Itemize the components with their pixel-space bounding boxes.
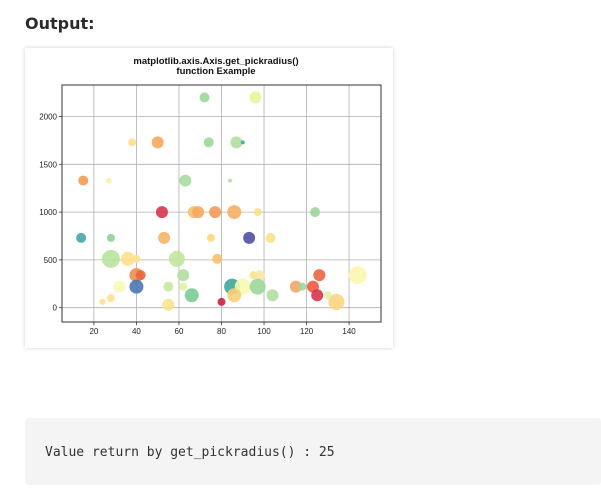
- scatter-point: [179, 174, 192, 187]
- scatter-plot: matplotlib.axis.Axis.get_pickradius() fu…: [39, 56, 382, 336]
- x-tick-label: 100: [257, 327, 271, 336]
- scatter-point: [101, 249, 120, 268]
- scatter-point: [254, 270, 265, 281]
- console-output-text: Value return by get_pickradius() : 25: [45, 445, 335, 460]
- scatter-point: [192, 206, 205, 219]
- scatter-point: [266, 289, 279, 302]
- figure-card: matplotlib.axis.Axis.get_pickradius() fu…: [25, 48, 393, 348]
- scatter-point: [99, 298, 106, 305]
- scatter-point: [348, 266, 367, 285]
- scatter-point: [120, 251, 135, 266]
- scatter-point: [212, 253, 223, 264]
- x-tick-label: 20: [89, 327, 98, 336]
- scatter-point: [243, 231, 256, 244]
- scatter-point: [249, 278, 266, 295]
- scatter-point: [113, 280, 126, 293]
- grid-lines: [62, 85, 381, 322]
- scatter-point: [310, 207, 321, 218]
- y-tick-label: 2000: [39, 113, 57, 122]
- scatter-point: [179, 282, 188, 291]
- scatter-point: [313, 269, 326, 282]
- axis-ticks: 20 40 60 80 100 120 140 0 500 1000 1500 2000: [39, 113, 356, 336]
- scatter-point: [132, 254, 141, 263]
- scatter-point: [105, 177, 112, 184]
- scatter-point: [135, 270, 146, 281]
- scatter-point: [265, 232, 276, 243]
- scatter-point: [168, 250, 185, 267]
- scatter-point: [240, 140, 245, 145]
- scatter-point: [177, 269, 190, 282]
- scatter-point: [228, 178, 233, 183]
- x-tick-label: 140: [342, 327, 356, 336]
- scatter-point: [227, 288, 242, 303]
- scatter-point: [128, 138, 137, 147]
- output-heading: Output:: [25, 14, 95, 33]
- scatter-point: [209, 206, 222, 219]
- scatter-point: [162, 298, 175, 311]
- scatter-point: [155, 206, 168, 219]
- scatter-point: [106, 233, 115, 242]
- scatter-point: [158, 231, 171, 244]
- x-tick-label: 40: [132, 327, 141, 336]
- scatter-point: [163, 281, 174, 292]
- scatter-point: [106, 294, 115, 303]
- y-tick-label: 1000: [39, 208, 57, 217]
- chart-title-line1: matplotlib.axis.Axis.get_pickradius(): [133, 56, 298, 67]
- scatter-point: [203, 137, 214, 148]
- scatter-point: [249, 91, 262, 104]
- scatter-point: [151, 136, 164, 149]
- scatter-point: [217, 297, 226, 306]
- scatter-point: [227, 205, 242, 220]
- scatter-point: [199, 92, 210, 103]
- console-output-box: Value return by get_pickradius() : 25: [25, 418, 601, 485]
- scatter-point: [253, 208, 262, 217]
- scatter-point: [289, 280, 302, 293]
- scatter-point: [323, 291, 332, 300]
- y-tick-label: 500: [44, 256, 58, 265]
- y-tick-label: 1500: [39, 160, 57, 169]
- x-tick-label: 120: [300, 327, 314, 336]
- scatter-point: [78, 175, 89, 186]
- scatter-point: [184, 288, 199, 303]
- scatter-point: [129, 279, 144, 294]
- y-tick-label: 0: [53, 304, 58, 313]
- scatter-point: [230, 136, 243, 149]
- scatter-point: [328, 293, 345, 310]
- scatter-point: [298, 282, 307, 291]
- chart-title-line2: function Example: [176, 66, 255, 77]
- scatter-point: [76, 232, 87, 243]
- data-points: [76, 91, 367, 311]
- x-tick-label: 80: [217, 327, 226, 336]
- scatter-point: [206, 233, 215, 242]
- scatter-point: [311, 289, 324, 302]
- x-tick-label: 60: [175, 327, 184, 336]
